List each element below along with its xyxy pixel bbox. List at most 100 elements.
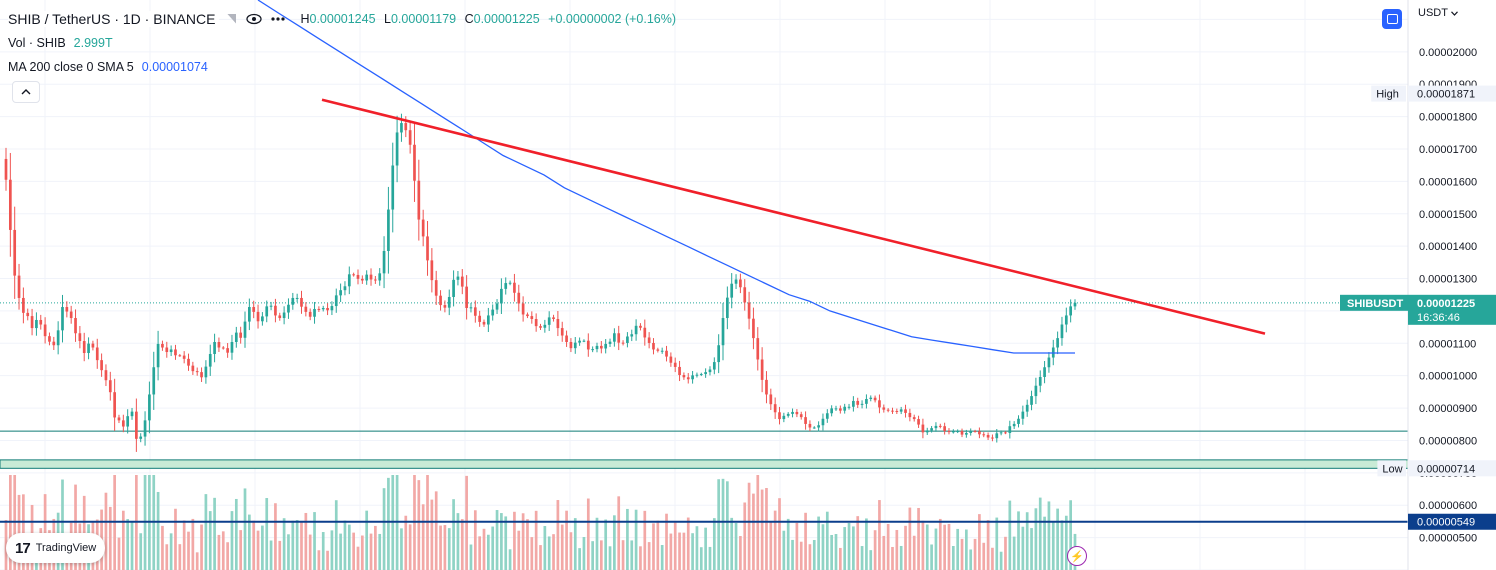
volume-bar: [608, 546, 612, 570]
volume-bar: [1008, 500, 1012, 570]
volume-bar: [773, 510, 777, 570]
candle: [852, 400, 855, 407]
legend-ma[interactable]: MA 200 close 0 SMA 5 0.00001074: [8, 60, 208, 74]
candle: [982, 434, 986, 436]
candle: [43, 324, 47, 337]
candle: [82, 341, 86, 354]
volume-bar: [995, 517, 999, 570]
price-tick-label: 0.00001800: [1419, 112, 1477, 124]
volume-bar: [882, 535, 886, 570]
candle: [148, 394, 151, 421]
symbol-title[interactable]: SHIB / TetherUS · 1D · BINANCE: [8, 11, 220, 27]
volume-bar: [321, 532, 325, 570]
candle: [434, 280, 438, 296]
candle: [308, 311, 312, 317]
candle: [786, 413, 790, 416]
branding-label: TradingView: [35, 542, 97, 554]
candle: [847, 406, 851, 408]
volume-bar: [730, 517, 734, 570]
volume-bar: [621, 540, 625, 570]
price-tick-label: 0.00000600: [1419, 500, 1477, 512]
volume-bar: [317, 550, 321, 570]
flag-icon[interactable]: [227, 14, 237, 24]
candle: [313, 308, 316, 317]
volume-bar: [699, 547, 703, 570]
volume-bar: [643, 510, 647, 570]
candle: [95, 347, 99, 361]
volume-bar: [573, 518, 577, 570]
candle: [778, 412, 781, 420]
volume-bar: [717, 479, 721, 570]
volume-bar: [647, 542, 651, 570]
volume-bar: [682, 532, 686, 570]
volume-bar: [269, 540, 273, 570]
candle: [517, 292, 521, 304]
tradingview-logo[interactable]: 17 TradingView: [6, 533, 106, 563]
volume-bar: [873, 530, 877, 570]
collapse-legend-button[interactable]: [12, 81, 40, 103]
volume-bar: [169, 533, 173, 570]
candle: [369, 274, 373, 280]
candle: [1008, 426, 1012, 434]
candle: [578, 340, 581, 343]
more-icon[interactable]: [266, 9, 290, 29]
volume-bar: [778, 498, 781, 570]
volume-bar: [865, 518, 868, 570]
volume-bar: [408, 524, 412, 570]
volume-bar: [1043, 516, 1046, 570]
volume-bar: [726, 481, 729, 570]
volume-bar: [326, 550, 329, 570]
candle: [665, 350, 668, 357]
volume-bar: [786, 518, 790, 570]
candle: [1038, 376, 1042, 386]
trendline[interactable]: [321, 98, 1266, 335]
volume-bar: [960, 538, 964, 570]
candle: [282, 312, 286, 319]
candle: [291, 297, 295, 305]
candle: [639, 325, 642, 328]
currency-select[interactable]: USDT: [1418, 7, 1458, 19]
candle: [930, 428, 933, 431]
candle: [326, 307, 329, 311]
eye-icon[interactable]: [242, 9, 266, 29]
candle: [573, 342, 577, 349]
candle: [938, 425, 942, 427]
symbol-tag-label: SHIBUSDT: [1347, 298, 1404, 310]
legend-volume[interactable]: Vol · SHIB 2.999T: [8, 36, 113, 50]
candle: [330, 306, 334, 311]
lightning-icon[interactable]: ⚡: [1067, 546, 1087, 566]
auto-scale-icon[interactable]: [1382, 9, 1402, 29]
volume-bar: [500, 513, 503, 570]
volume-bar: [578, 548, 581, 570]
candle: [465, 286, 468, 308]
candle: [526, 314, 529, 317]
symbol-tag: [1340, 294, 1408, 311]
volume-bar: [504, 516, 508, 570]
volume-bar: [104, 492, 108, 570]
volume-bar: [634, 509, 638, 570]
volume-bar: [1025, 512, 1029, 570]
candle: [756, 338, 760, 360]
volume-bar: [139, 533, 143, 570]
high-value: 0.00001245: [309, 12, 376, 26]
candle: [1043, 367, 1046, 377]
price-axis[interactable]: 0.000005000.000006000.000007000.00000800…: [1407, 0, 1496, 570]
candle: [430, 260, 434, 281]
volume-bar: [769, 522, 773, 570]
candle: [121, 420, 125, 427]
volume-bar: [226, 542, 229, 570]
candle: [26, 312, 30, 317]
volume-bar: [1056, 508, 1059, 570]
volume-bar: [565, 510, 568, 570]
candle: [248, 307, 251, 322]
volume-bar: [917, 507, 920, 570]
candle: [130, 411, 134, 417]
price-mark-bg: [1408, 85, 1496, 102]
candle: [604, 343, 608, 349]
volume-bar: [430, 499, 434, 570]
candle: [973, 431, 977, 433]
candle: [239, 332, 243, 338]
candle: [439, 295, 442, 306]
volume-bar: [691, 533, 694, 570]
